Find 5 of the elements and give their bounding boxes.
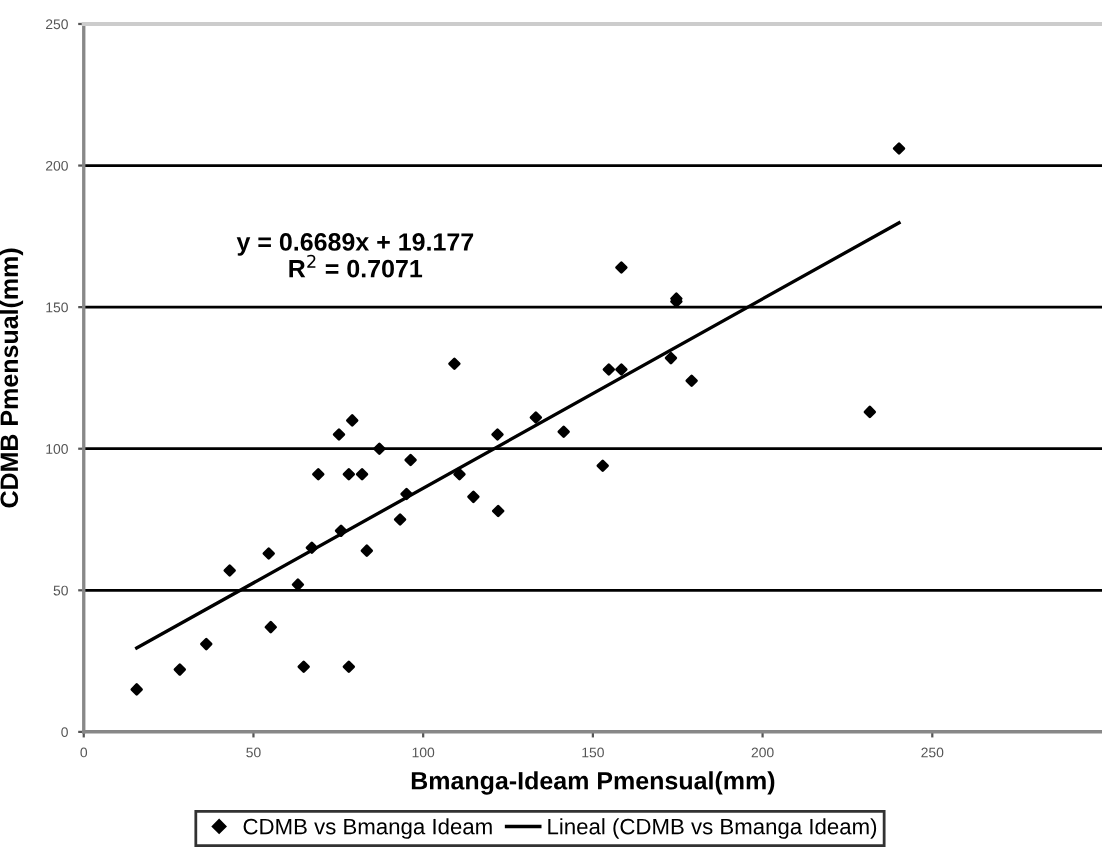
y-axis-title: CDMB Pmensual(mm) <box>0 248 24 508</box>
legend-label: CDMB vs Bmanga Ideam <box>243 818 492 839</box>
legend-label: Lineal (CDMB vs Bmanga Ideam) <box>548 818 877 839</box>
annotation: y = 0.6689x + 19.177 R$^{2}$ = 0.7071 <box>236 233 474 278</box>
x-axis-title: Bmanga-Ideam Pmensual(mm) <box>411 771 775 795</box>
